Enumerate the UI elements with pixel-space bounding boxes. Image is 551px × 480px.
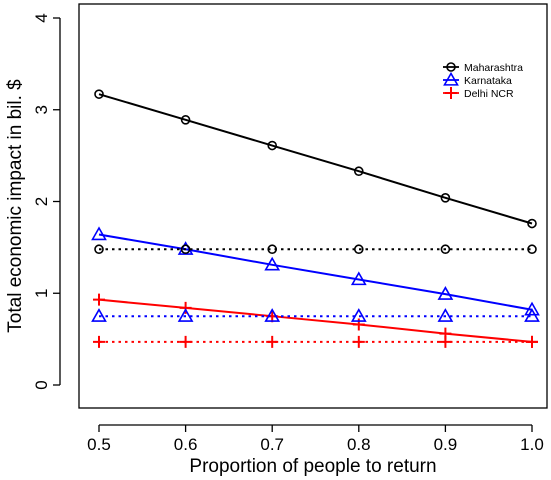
data-point	[177, 308, 194, 322]
data-point	[267, 140, 278, 151]
legend-item: Delhi NCR	[443, 87, 514, 100]
series-3	[94, 244, 537, 255]
data-point	[94, 89, 104, 99]
data-point	[350, 308, 367, 322]
data-point	[94, 244, 104, 255]
data-point	[437, 286, 454, 300]
data-point	[179, 301, 192, 314]
legend-marker	[446, 62, 456, 72]
plot-frame	[78, 3, 548, 409]
data-point	[93, 335, 105, 348]
data-point	[264, 256, 281, 271]
data-point	[180, 244, 191, 255]
series-line	[98, 93, 533, 225]
data-point	[352, 335, 365, 348]
data-point	[526, 335, 538, 348]
data-point	[353, 244, 364, 255]
data-point	[440, 244, 451, 255]
data-point	[439, 335, 452, 348]
data-point	[179, 335, 192, 348]
x-axis-title: Proportion of people to return	[189, 456, 436, 477]
data-point	[524, 301, 540, 316]
series-2	[93, 293, 538, 348]
axis-layer: 0.5 0.6 0.7 0.8 0.9 1.0 0 1 2 3 4	[32, 13, 544, 454]
y-axis-title: Total economic impact in bil. $	[5, 79, 26, 333]
data-point	[180, 115, 191, 125]
series-line	[98, 298, 533, 343]
series-0	[94, 89, 537, 229]
data-point	[353, 166, 364, 177]
legend-item: Maharashtra	[443, 62, 523, 74]
legend-marker	[445, 87, 457, 99]
legend-label: Karnataka	[464, 75, 512, 87]
data-point	[527, 244, 537, 255]
data-point	[527, 218, 537, 229]
series-line	[98, 233, 533, 311]
data-point	[264, 308, 281, 322]
x-tick-label: 0.6	[174, 435, 198, 454]
legend-label: Delhi NCR	[464, 88, 514, 100]
legend-marker	[443, 71, 459, 86]
y-tick-label: 4	[32, 13, 51, 22]
legend-label: Maharashtra	[464, 62, 523, 74]
data-point	[267, 244, 278, 255]
data-point	[93, 293, 105, 306]
data-point	[350, 271, 367, 286]
data-point	[352, 318, 365, 331]
x-tick-label: 0.7	[260, 435, 284, 454]
x-tick-label: 0.8	[347, 435, 371, 454]
y-tick-label: 0	[32, 380, 51, 389]
legend-item: Karnataka	[443, 71, 512, 87]
x-tick-label: 0.5	[87, 435, 111, 454]
series-4	[91, 308, 540, 322]
y-tick-label: 1	[32, 289, 51, 298]
data-point	[440, 193, 451, 203]
series-1	[91, 226, 540, 316]
x-tick-label: 0.9	[434, 435, 458, 454]
series-layer	[91, 89, 540, 348]
data-point	[91, 308, 107, 322]
y-tick-label: 3	[32, 105, 51, 114]
data-point	[91, 226, 107, 241]
x-tick-label: 1.0	[520, 435, 544, 454]
series-5	[93, 335, 538, 348]
y-tick-label: 2	[32, 197, 51, 206]
data-point	[266, 335, 279, 348]
data-point	[524, 308, 540, 322]
data-point	[437, 308, 454, 322]
